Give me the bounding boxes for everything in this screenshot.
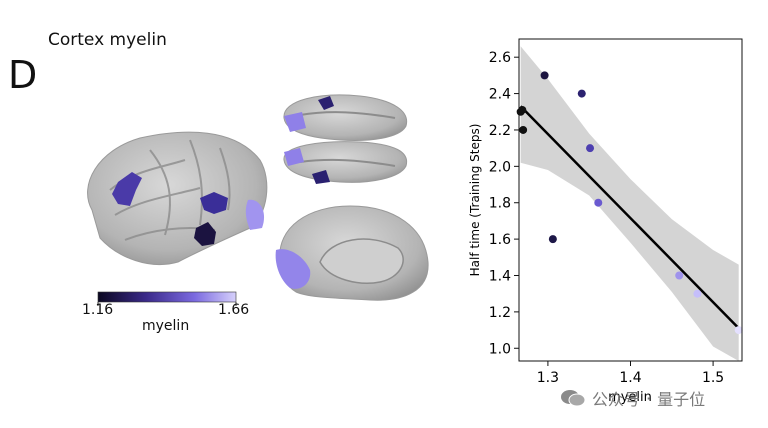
watermark: 公众号 · 量子位 <box>560 386 705 410</box>
x-tick-label: 1.3 <box>537 370 559 386</box>
y-tick-label: 1.0 <box>489 341 511 357</box>
x-axis-label: myelin <box>608 390 652 405</box>
wechat-icon <box>561 390 586 407</box>
data-point <box>693 289 702 298</box>
y-tick-label: 1.8 <box>489 196 511 212</box>
confidence-band <box>520 46 739 362</box>
myelin-patch-1 <box>112 172 142 206</box>
panel-letter: D <box>8 53 38 97</box>
data-point <box>518 105 527 114</box>
myelin-patch-7 <box>284 148 304 166</box>
colorbar-label: myelin <box>142 318 190 334</box>
y-tick-label: 1.6 <box>489 232 511 248</box>
y-tick-label: 2.4 <box>489 87 511 103</box>
y-tick-label: 2.0 <box>489 159 511 175</box>
myelin-patch-8 <box>312 170 330 184</box>
y-tick-label: 1.4 <box>489 268 511 284</box>
data-point <box>577 89 586 98</box>
y-tick-label: 1.2 <box>489 305 511 321</box>
colorbar <box>97 291 237 303</box>
myelin-patch-4 <box>245 199 265 230</box>
colorbar-max-label: 1.66 <box>218 302 250 318</box>
watermark-separator: · <box>646 388 652 408</box>
data-point <box>734 326 743 335</box>
x-tick-label: 1.4 <box>619 370 641 386</box>
y-tick-label: 2.6 <box>489 50 511 66</box>
y-axis-label: Half time (Training Steps) <box>468 124 482 277</box>
data-point <box>594 198 603 207</box>
dorsal-brain-view-top <box>283 94 408 141</box>
watermark-left: 公众号 <box>592 390 641 409</box>
myelin-patch-6 <box>318 96 334 110</box>
dorsal-brain-view-bottom <box>283 141 408 184</box>
x-tick-label: 1.5 <box>702 370 724 386</box>
myelin-patch-3 <box>194 222 216 246</box>
data-point <box>540 71 549 80</box>
myelin-patch-9 <box>275 249 311 289</box>
regression-line <box>519 105 740 330</box>
myelin-patch-5 <box>284 112 306 132</box>
watermark-right: 量子位 <box>657 390 706 409</box>
colorbar-min-label: 1.16 <box>82 302 114 318</box>
lateral-brain-view <box>87 131 268 265</box>
panel-title: Cortex myelin <box>48 30 167 50</box>
myelin-patch-2 <box>200 192 228 214</box>
data-point <box>675 271 684 280</box>
data-point <box>548 235 557 244</box>
data-point <box>586 144 595 153</box>
data-point <box>519 125 528 134</box>
medial-brain-view <box>275 205 429 301</box>
y-tick-label: 2.2 <box>489 123 511 139</box>
